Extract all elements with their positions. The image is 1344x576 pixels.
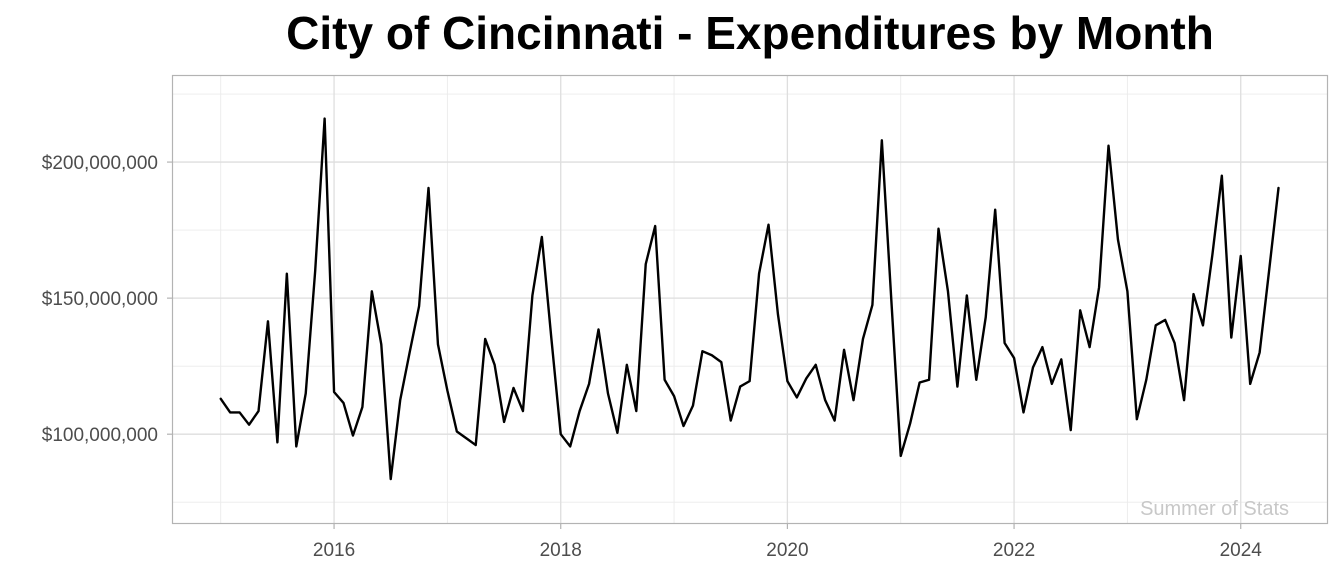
- major-gridlines: [172, 75, 1328, 524]
- y-tick-label: $150,000,000: [42, 289, 158, 310]
- plot-border: [171, 74, 1329, 525]
- minor-gridlines: [172, 75, 1328, 524]
- series-line: [219, 117, 1280, 481]
- x-tick-label: 2022: [993, 540, 1035, 561]
- x-tick-label: 2016: [313, 540, 355, 561]
- y-axis: $100,000,000 $150,000,000 $200,000,000: [42, 153, 172, 446]
- x-tick-label: 2020: [766, 540, 808, 561]
- x-axis: 2016 2018 2020 2022 2024: [313, 524, 1262, 561]
- watermark: Summer of Stats: [1140, 498, 1289, 520]
- y-tick-label: $200,000,000: [42, 153, 158, 174]
- series-layer: [219, 117, 1280, 481]
- chart-title: City of Cincinnati - Expenditures by Mon…: [286, 7, 1214, 59]
- plot-panel: [172, 75, 1328, 524]
- x-tick-label: 2018: [540, 540, 582, 561]
- y-tick-label: $100,000,000: [42, 425, 158, 446]
- x-tick-label: 2024: [1220, 540, 1263, 561]
